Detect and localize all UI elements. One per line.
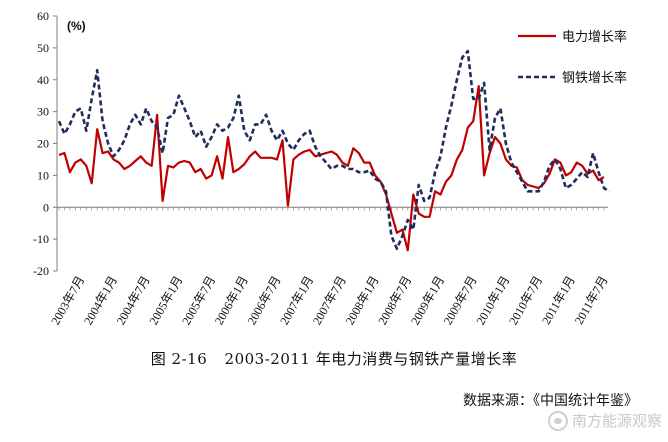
- y-tick-label: 20: [37, 137, 49, 151]
- y-tick-label: 0: [43, 200, 49, 214]
- chart: -20 -10 0 10 20 30 40 50 60 2003年7月2004年1月2004年7…: [33, 9, 627, 327]
- y-tick-label: -10: [33, 232, 49, 246]
- figure-caption: 图 2-16 2003-2011 年电力消费与钢铁产量增长率: [0, 348, 668, 369]
- figure-title: 2003-2011 年电力消费与钢铁产量增长率: [224, 350, 518, 368]
- y-tick-label: 40: [37, 73, 49, 87]
- series-line-steel: [57, 49, 611, 250]
- series-layer: [57, 49, 611, 252]
- y-tick-label: -20: [33, 264, 49, 278]
- watermark: 南方能源观察: [547, 410, 662, 431]
- legend-label: 电力增长率: [562, 29, 627, 45]
- y-tick-label: 60: [37, 9, 49, 23]
- y-tick-label: 30: [37, 105, 49, 119]
- y-axis: -20 -10 0 10 20 30 40 50 60: [33, 9, 58, 278]
- legend-label: 钢铁增长率: [562, 70, 627, 86]
- y-tick-label: 50: [37, 41, 49, 55]
- watermark-text: 南方能源观察: [571, 412, 662, 430]
- figure-number: 图 2-16: [150, 350, 208, 368]
- data-source: 数据来源：《中国统计年鉴》: [463, 393, 638, 409]
- y-tick-label: 10: [37, 168, 49, 182]
- x-tick-label: 2011年7月: [572, 274, 611, 327]
- watermark-logo-icon: [547, 410, 568, 431]
- unit-label: (%): [67, 19, 86, 33]
- x-axis: 2003年7月2004年1月2004年7月2005年1月2005年7月2006年…: [48, 206, 611, 327]
